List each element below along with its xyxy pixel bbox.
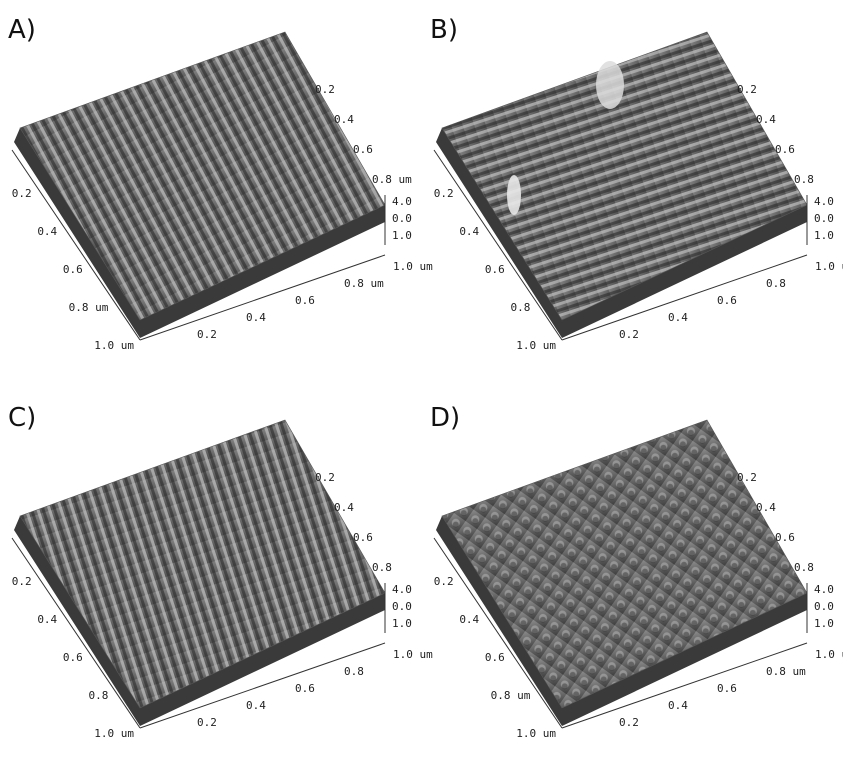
left-tick-label: 1.0 um [516, 339, 556, 352]
front-tick-label: 0.4 [668, 311, 688, 324]
z-tick-label: 0.0 [814, 212, 834, 225]
front-tick-label: 0.4 [246, 699, 266, 712]
back-tick-label: 0.8 [794, 173, 814, 186]
front-tick-label: 0.8 um [766, 665, 806, 678]
axis-line [433, 149, 563, 341]
front-tick-label: 0.2 [619, 716, 639, 729]
z-tick-label: 4.0 [814, 195, 834, 208]
z-tick-label: 0.0 [814, 600, 834, 613]
z-tick-label: 4.0 [392, 195, 412, 208]
back-tick-label: 0.2 [315, 83, 335, 96]
panel: A) 0.2 0.4 0.6 0.8 um 1.0 um 0.2 0.4 0.6 0.8 um 1.… [8, 15, 433, 352]
back-tick-label: 0.6 [775, 531, 795, 544]
surface [19, 419, 386, 709]
left-tick-label: 0.8 um [491, 689, 531, 702]
surface-edge [436, 516, 807, 726]
front-tick-label: 0.6 [295, 294, 315, 307]
front-tick-label: 0.4 [668, 699, 688, 712]
left-tick-label: 1.0 um [516, 727, 556, 740]
left-tick-label: 0.6 [63, 651, 83, 664]
front-tick-label: 0.2 [619, 328, 639, 341]
panel-label: D) [430, 403, 460, 433]
surface-edge [14, 128, 385, 338]
panel: D) 0.2 0.4 0.6 0.8 um 1.0 um 0.2 0.4 0.6 0.8 um 1.… [430, 403, 843, 740]
front-tick-label: 0.2 [197, 716, 217, 729]
left-tick-label: 0.8 [89, 689, 109, 702]
front-tick-label: 1.0 um [815, 648, 843, 661]
panel-label: B) [430, 15, 458, 45]
left-tick-label: 0.2 [12, 575, 32, 588]
left-tick-label: 0.6 [485, 263, 505, 276]
panel: C) 0.2 0.4 0.6 0.8 1.0 um 0.2 0.4 0.6 0.8 1.0 um 0.… [8, 403, 433, 740]
left-tick-label: 0.8 [511, 301, 531, 314]
surface-edge [436, 128, 807, 338]
surface [19, 31, 386, 321]
axis-line [139, 642, 386, 729]
front-tick-label: 0.6 [717, 682, 737, 695]
back-tick-label: 0.4 [334, 113, 354, 126]
back-tick-label: 0.4 [756, 501, 776, 514]
z-tick-label: 4.0 [392, 583, 412, 596]
front-tick-label: 1.0 um [393, 648, 433, 661]
left-tick-label: 0.4 [37, 613, 57, 626]
axis-line [433, 537, 563, 729]
left-tick-label: 0.4 [459, 613, 479, 626]
surface [441, 31, 808, 321]
front-tick-label: 0.8 [766, 277, 786, 290]
left-tick-label: 0.2 [12, 187, 32, 200]
left-tick-label: 0.4 [37, 225, 57, 238]
left-tick-label: 0.4 [459, 225, 479, 238]
axis-line [561, 642, 808, 729]
panel-label: C) [8, 403, 36, 433]
back-tick-label: 0.2 [315, 471, 335, 484]
front-tick-label: 0.8 [344, 665, 364, 678]
axis-line [139, 254, 386, 341]
front-tick-label: 1.0 um [815, 260, 843, 273]
z-tick-label: 1.0 [392, 617, 412, 630]
surface-peak [596, 61, 624, 109]
z-tick-label: 4.0 [814, 583, 834, 596]
surface-peak [507, 175, 521, 215]
axis-line [561, 254, 808, 341]
axis-line [11, 537, 141, 729]
back-tick-label: 0.2 [737, 471, 757, 484]
back-tick-label: 0.8 um [372, 173, 412, 186]
back-tick-label: 0.6 [353, 531, 373, 544]
z-tick-label: 1.0 [814, 617, 834, 630]
front-tick-label: 0.6 [717, 294, 737, 307]
left-tick-label: 0.6 [63, 263, 83, 276]
left-tick-label: 0.2 [434, 575, 454, 588]
front-tick-label: 0.2 [197, 328, 217, 341]
left-tick-label: 0.6 [485, 651, 505, 664]
back-tick-label: 0.2 [737, 83, 757, 96]
z-tick-label: 0.0 [392, 212, 412, 225]
back-tick-label: 0.8 [794, 561, 814, 574]
back-tick-label: 0.6 [775, 143, 795, 156]
left-tick-label: 0.2 [434, 187, 454, 200]
back-tick-label: 0.4 [334, 501, 354, 514]
back-tick-label: 0.6 [353, 143, 373, 156]
left-tick-label: 0.8 um [69, 301, 109, 314]
front-tick-label: 0.8 um [344, 277, 384, 290]
panel: B) 0.2 0.4 0.6 0.8 1.0 um 0.2 0.4 0.6 0.8 1.0 um 0.… [430, 15, 843, 352]
front-tick-label: 0.6 [295, 682, 315, 695]
axis-line [11, 149, 141, 341]
left-tick-label: 1.0 um [94, 727, 134, 740]
z-tick-label: 0.0 [392, 600, 412, 613]
left-tick-label: 1.0 um [94, 339, 134, 352]
front-tick-label: 1.0 um [393, 260, 433, 273]
surface [441, 419, 808, 709]
panel-label: A) [8, 15, 36, 45]
z-tick-label: 1.0 [814, 229, 834, 242]
back-tick-label: 0.4 [756, 113, 776, 126]
surface-edge [14, 516, 385, 726]
back-tick-label: 0.8 [372, 561, 392, 574]
front-tick-label: 0.4 [246, 311, 266, 324]
z-tick-label: 1.0 [392, 229, 412, 242]
